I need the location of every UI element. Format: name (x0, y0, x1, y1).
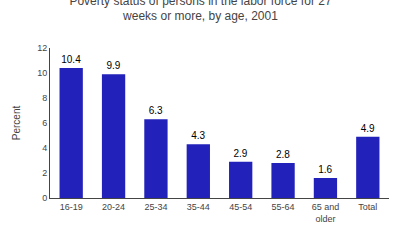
svg-text:Poverty status of persons in t: Poverty status of persons in the labor f… (69, 0, 331, 23)
svg-text:6: 6 (42, 118, 47, 128)
svg-text:2: 2 (42, 168, 47, 178)
svg-text:65 andolder: 65 andolder (312, 202, 340, 224)
svg-text:9.9: 9.9 (106, 60, 120, 71)
svg-text:1.6: 1.6 (318, 164, 332, 175)
svg-text:45-54: 45-54 (229, 202, 252, 212)
svg-text:4.9: 4.9 (361, 123, 375, 134)
svg-text:0: 0 (42, 193, 47, 203)
svg-text:4.3: 4.3 (191, 130, 205, 141)
svg-text:20-24: 20-24 (102, 202, 125, 212)
svg-text:55-64: 55-64 (272, 202, 295, 212)
svg-text:12: 12 (37, 43, 47, 53)
svg-text:16-19: 16-19 (60, 202, 83, 212)
svg-text:10.4: 10.4 (61, 54, 81, 65)
svg-text:Percent: Percent (11, 106, 22, 141)
svg-text:8: 8 (42, 93, 47, 103)
svg-text:Total: Total (358, 202, 377, 212)
svg-text:6.3: 6.3 (149, 105, 163, 116)
svg-text:2.9: 2.9 (234, 148, 248, 159)
svg-text:25-34: 25-34 (144, 202, 167, 212)
svg-text:35-44: 35-44 (187, 202, 210, 212)
svg-text:4: 4 (42, 143, 47, 153)
svg-text:2.8: 2.8 (276, 149, 290, 160)
svg-text:10: 10 (37, 68, 47, 78)
